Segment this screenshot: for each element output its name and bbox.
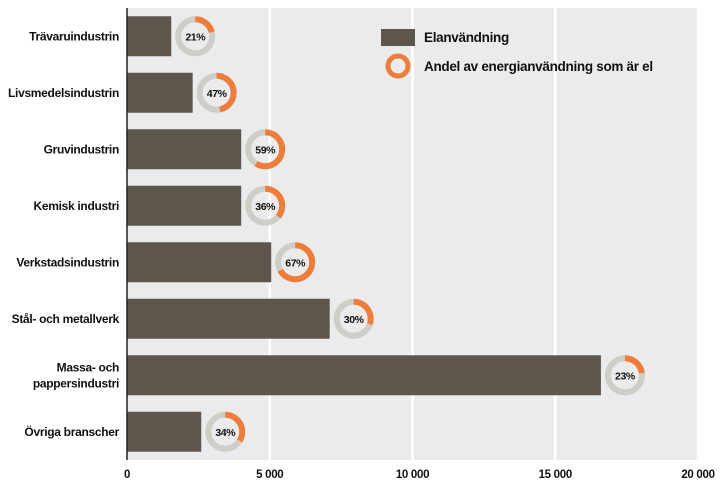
ring-share-arc <box>275 242 316 283</box>
x-tick-label: 15 000 <box>539 469 572 481</box>
bar <box>127 72 193 113</box>
x-tick-label: 0 <box>124 469 130 481</box>
ring-share-arc <box>205 411 246 452</box>
legend-ring-swatch <box>385 53 411 79</box>
ring-share-arc <box>196 72 237 113</box>
ring-share-arc <box>175 16 216 57</box>
x-axis-ticks: 0 5 000 10 000 15 000 20 000 <box>124 469 715 481</box>
share-rings: 21% 47% 59% 36% 67% 30% 23% 34% <box>175 16 645 452</box>
ring-share-arc <box>245 129 286 170</box>
bar <box>127 129 242 170</box>
legend: Elanvändning Andel av energianvändning s… <box>381 29 653 79</box>
ring-share-arc <box>333 298 374 339</box>
x-tick-label: 10 000 <box>396 469 429 481</box>
bar <box>127 355 601 396</box>
bars <box>127 16 601 452</box>
bar <box>127 16 172 57</box>
category-label: Verkstadsindustrin <box>16 255 119 269</box>
category-label: Kemisk industri <box>33 199 119 213</box>
category-labels: Trävaruindustrin Livsmedelsindustrin Gruvi… <box>8 29 120 439</box>
legend-label-andel-el: Andel av energianvändning som är el <box>424 59 653 74</box>
category-label: Gruvindustrin <box>44 142 119 156</box>
bar <box>127 185 242 226</box>
category-label: Övriga branscher <box>24 424 119 439</box>
ring-share-arc <box>604 355 645 396</box>
bar <box>127 242 272 283</box>
legend-label-elanvandning: Elanvändning <box>424 30 509 45</box>
share-label: 21% <box>185 31 206 43</box>
category-label: Massa- och <box>57 360 119 374</box>
category-label: Trävaruindustrin <box>29 29 119 43</box>
x-tick-label: 5 000 <box>256 469 283 481</box>
category-label: Livsmedelsindustrin <box>8 86 119 100</box>
bar <box>127 411 202 452</box>
bar <box>127 298 330 339</box>
share-label: 67% <box>285 257 306 269</box>
share-label: 36% <box>255 201 276 213</box>
share-label: 34% <box>215 427 236 439</box>
share-label: 47% <box>207 88 228 100</box>
share-label: 30% <box>344 314 365 326</box>
share-label: 23% <box>615 370 636 382</box>
ring-share-arc <box>245 185 286 226</box>
x-tick-label: 20 000 <box>681 469 714 481</box>
category-label: pappersindustri <box>33 376 119 390</box>
category-label: Stål- och metallverk <box>12 312 120 326</box>
legend-swatch-elanvandning <box>381 29 415 46</box>
share-label: 59% <box>255 144 276 156</box>
